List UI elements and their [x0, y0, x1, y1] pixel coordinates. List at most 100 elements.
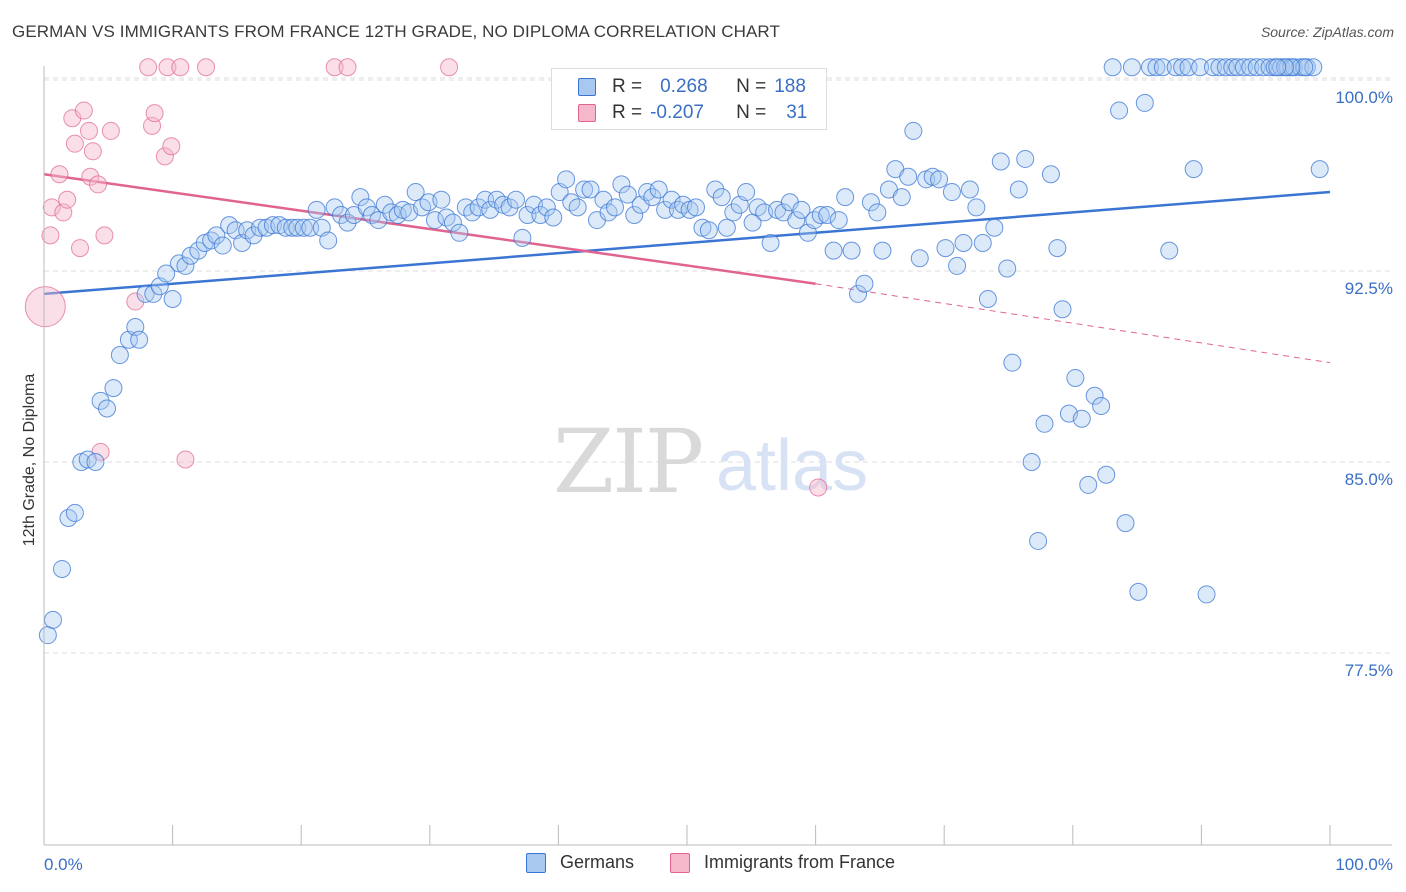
germans-point [638, 183, 657, 202]
germans-point [1147, 58, 1166, 77]
france-point [440, 58, 459, 77]
germans-point [1079, 475, 1098, 494]
germans-point [625, 205, 644, 224]
germans-point [469, 198, 488, 217]
y-tick-label: 100.0% [1335, 88, 1393, 107]
germans-point [307, 200, 326, 219]
france-point [81, 167, 100, 186]
germans-point [978, 290, 997, 309]
germans-point [787, 211, 806, 230]
x-tick-label-max: 100.0% [1335, 855, 1393, 874]
germans-point [375, 195, 394, 214]
legend-germans-swatch [526, 852, 546, 873]
germans-point [557, 170, 576, 189]
germans-point [1153, 58, 1172, 77]
france-point [58, 190, 77, 209]
france-n-value: 31 [786, 102, 808, 123]
france-point [42, 198, 61, 217]
germans-point [1110, 101, 1129, 120]
germans-point [1310, 160, 1329, 179]
germans-point [581, 180, 600, 199]
germans-point [53, 559, 72, 578]
germans-point [98, 399, 117, 418]
france-point [71, 239, 90, 258]
germans-point [836, 188, 855, 207]
germans-point [1066, 368, 1085, 387]
germans-point [662, 190, 681, 209]
germans-point [873, 241, 892, 260]
legend-item-france[interactable]: Immigrants from France [670, 852, 895, 873]
germans-point [849, 284, 868, 303]
france-point [338, 58, 357, 77]
germans-point [144, 284, 163, 303]
germans-point [1272, 58, 1291, 77]
germans-point [518, 205, 537, 224]
germans-n-label: N = [736, 76, 767, 97]
germans-point [432, 190, 451, 209]
germans-point [942, 183, 961, 202]
series-legend: Germans Immigrants from France [0, 852, 1406, 878]
france-point [89, 175, 108, 194]
germans-point [104, 379, 123, 398]
germans-point [136, 284, 155, 303]
germans-point [699, 221, 718, 240]
germans-swatch [578, 78, 596, 96]
france-swatch [578, 104, 596, 122]
germans-point [687, 198, 706, 217]
france-point [158, 58, 177, 77]
germans-point [967, 198, 986, 217]
germans-point [1291, 58, 1310, 77]
germans-point [176, 256, 195, 275]
germans-point [1234, 58, 1253, 77]
germans-point [537, 198, 556, 217]
france-point [80, 121, 99, 140]
germans-point [954, 233, 973, 252]
germans-point [1210, 58, 1229, 77]
france-point [162, 137, 181, 156]
france-point [809, 478, 828, 497]
germans-point [792, 200, 811, 219]
germans-r-label: R = [612, 76, 643, 97]
germans-point [1173, 58, 1192, 77]
germans-point [973, 233, 992, 252]
france-trend-line [43, 172, 816, 285]
germans-point [1003, 353, 1022, 372]
germans-point [930, 170, 949, 189]
france-point [50, 165, 69, 184]
germans-point [110, 346, 129, 365]
germans-point [1041, 165, 1060, 184]
germans-point [1228, 58, 1247, 77]
germans-point [1247, 58, 1266, 77]
germans-point [38, 626, 57, 645]
france-r-label: R = [612, 102, 643, 123]
germans-point [500, 198, 519, 217]
france-point [95, 226, 114, 245]
france-point [155, 147, 174, 166]
germans-point [899, 167, 918, 186]
germans-point [842, 241, 861, 260]
legend-france-label: Immigrants from France [704, 852, 896, 872]
legend-item-germans[interactable]: Germans [526, 852, 634, 873]
germans-point [811, 205, 830, 224]
germans-point [656, 200, 675, 219]
legend-france-swatch [670, 852, 690, 873]
germans-point [829, 211, 848, 230]
germans-point [163, 290, 182, 309]
france-point [139, 58, 158, 77]
germans-point [948, 256, 967, 275]
france-point [41, 226, 60, 245]
germans-point [288, 218, 307, 237]
germans-point [761, 233, 780, 252]
germans-point [130, 330, 149, 349]
chart-title: GERMAN VS IMMIGRANTS FROM FRANCE 12TH GR… [12, 22, 780, 41]
germans-point [1268, 58, 1287, 77]
germans-point [1282, 58, 1301, 77]
germans-point [868, 203, 887, 222]
germans-point [824, 241, 843, 260]
germans-point [1135, 93, 1154, 112]
germans-point [44, 610, 63, 629]
germans-point [1295, 58, 1314, 77]
y-axis-label: 12th Grade, No Diploma [21, 373, 38, 547]
germans-point [605, 198, 624, 217]
